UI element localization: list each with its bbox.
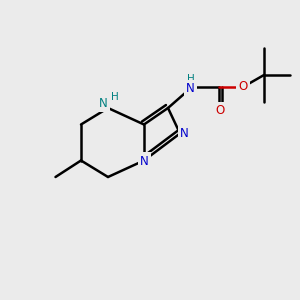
Text: N: N — [99, 97, 108, 110]
Text: H: H — [111, 92, 119, 102]
Text: N: N — [180, 127, 189, 140]
Text: N: N — [186, 82, 195, 95]
Text: N: N — [140, 154, 148, 168]
Text: O: O — [238, 80, 247, 93]
Text: H: H — [187, 74, 194, 84]
Text: O: O — [215, 104, 224, 118]
